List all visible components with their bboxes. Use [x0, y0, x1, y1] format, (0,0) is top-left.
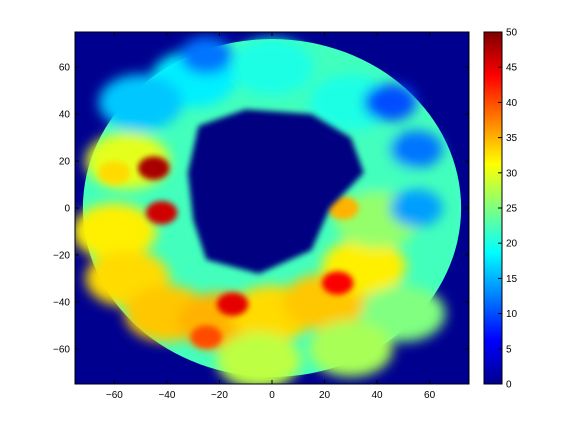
- colorbar-tick-label: 10: [506, 309, 518, 320]
- x-tick-label: 60: [424, 390, 436, 401]
- colorbar-tick-label: 5: [506, 344, 512, 355]
- field-blob: [308, 74, 393, 131]
- field-blob: [361, 285, 446, 342]
- field-hotspots: [98, 156, 359, 349]
- field-blob: [390, 189, 443, 227]
- y-tick-label: 60: [59, 63, 71, 74]
- field-blob: [98, 74, 183, 131]
- colorbar-tick-label: 50: [506, 28, 518, 39]
- y-tick-label: −40: [53, 297, 70, 308]
- y-tick-label: 40: [59, 110, 71, 121]
- plot-area: [75, 32, 469, 384]
- y-tick-label: 20: [59, 157, 71, 168]
- y-tick-label: 0: [64, 204, 70, 215]
- hotspot: [138, 156, 170, 180]
- colorbar: 0 5 10 15 20 25 30 35 40 45 50: [483, 28, 518, 391]
- x-tick-label: 40: [372, 390, 384, 401]
- field-blob: [308, 320, 393, 377]
- colorbar-tick-label: 35: [506, 133, 518, 144]
- y-tick-label: −60: [53, 344, 70, 355]
- x-axis: −60 −40 −20 0 20 40 60: [106, 32, 436, 401]
- field-blob: [180, 36, 233, 75]
- field-blob: [229, 39, 315, 96]
- colorbar-tick-label: 20: [506, 239, 518, 250]
- colorbar-tick-label: 40: [506, 98, 518, 109]
- x-tick-label: −60: [106, 390, 123, 401]
- field-blob: [363, 83, 417, 122]
- colorbar-ticks: 0 5 10 15 20 25 30 35 40 45 50: [498, 28, 518, 391]
- x-tick-label: 20: [319, 390, 331, 401]
- x-tick-label: 0: [269, 390, 275, 401]
- field-blob: [216, 332, 301, 384]
- data-field: [75, 36, 462, 384]
- central-low-region: [187, 109, 364, 274]
- colorbar-tick-label: 25: [506, 204, 518, 215]
- hotspot: [145, 200, 178, 225]
- hotspot: [190, 325, 223, 349]
- y-axis: 60 40 20 0 −20 −40 −60: [53, 63, 469, 355]
- colorbar-tick-label: 45: [506, 63, 518, 74]
- colorbar-tick-label: 0: [506, 380, 512, 391]
- hotspot: [321, 271, 354, 295]
- hotspot: [98, 161, 131, 185]
- field-blob: [75, 203, 157, 260]
- colorbar-tick-label: 15: [506, 274, 518, 285]
- field-blob: [390, 130, 443, 169]
- colorbar-tick-label: 30: [506, 168, 518, 179]
- x-tick-label: −20: [211, 390, 228, 401]
- x-tick-label: −40: [158, 390, 175, 401]
- y-tick-label: −20: [53, 250, 70, 261]
- hotspot: [216, 292, 249, 316]
- colorbar-gradient: [484, 32, 502, 384]
